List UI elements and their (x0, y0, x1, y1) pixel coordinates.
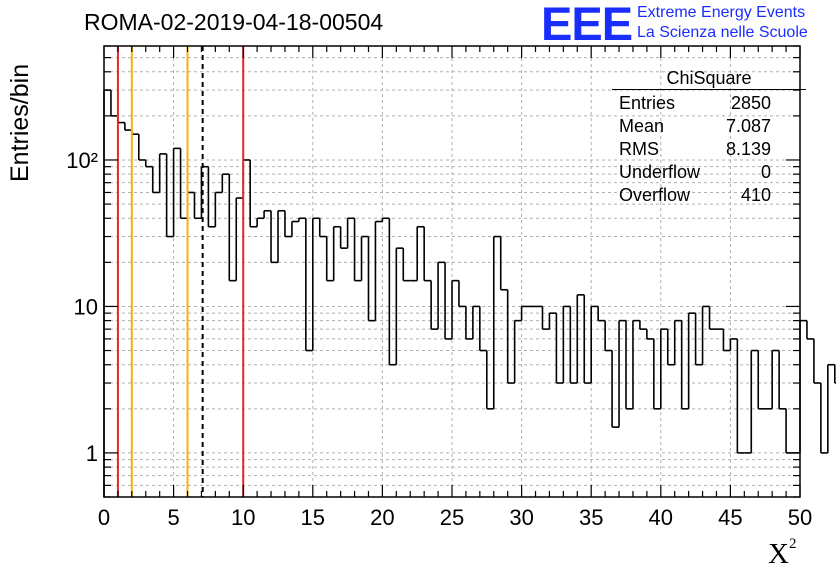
x-tick-label: 10 (231, 505, 255, 530)
y-tick-label: 1 (86, 441, 98, 466)
reference-lines (116, 46, 245, 497)
stats-key: RMS (619, 139, 659, 159)
x-tick-label: 25 (440, 505, 464, 530)
x-tick-label: 40 (649, 505, 673, 530)
y-tick-label: 10² (66, 148, 98, 173)
stats-key: Overflow (619, 185, 691, 205)
stats-value: 0 (760, 162, 771, 182)
stats-title: ChiSquare (666, 68, 752, 88)
x-axis-label: X2 (768, 536, 797, 570)
logo-line-2: La Scienza nelle Scuole (637, 24, 808, 41)
stats-key: Entries (619, 93, 676, 113)
logo-mark: EEE (541, 0, 633, 50)
stats-value: 7.087 (725, 116, 771, 136)
x-tick-label: 0 (98, 505, 110, 530)
y-axis-ticks: 1 10 10² (66, 45, 800, 498)
grid-lines (104, 46, 800, 497)
stats-row-overflow: Overflow 410 (619, 185, 771, 207)
y-axis-label: Entries/bin (6, 63, 34, 182)
x-tick-label: 50 (788, 505, 812, 530)
x-tick-label: 45 (718, 505, 742, 530)
histogram-bars (103, 89, 836, 497)
x-tick-label: 15 (301, 505, 325, 530)
stats-value: 2850 (730, 93, 771, 113)
stats-row-rms: RMS 8.139 (619, 139, 771, 161)
stats-key: Underflow (619, 162, 701, 182)
plot-title: ROMA-02-2019-04-18-00504 (84, 9, 384, 35)
stats-key: Mean (619, 116, 665, 136)
stats-row-mean: Mean 7.087 (619, 116, 771, 138)
x-tick-label: 5 (167, 505, 179, 530)
x-axis-ticks: 0 5 10 15 20 25 30 35 40 45 50 (98, 46, 812, 530)
logo-line-1: Extreme Energy Events (637, 4, 806, 21)
x-tick-label: 30 (509, 505, 533, 530)
x-tick-label: 35 (579, 505, 603, 530)
y-tick-label: 10 (74, 294, 98, 319)
x-tick-label: 20 (370, 505, 394, 530)
stats-value: 8.139 (725, 139, 771, 159)
stats-divider (612, 89, 806, 90)
stats-row-entries: Entries 2850 (619, 93, 771, 115)
stats-row-underflow: Underflow 0 (619, 162, 771, 184)
stats-value: 410 (740, 185, 771, 205)
